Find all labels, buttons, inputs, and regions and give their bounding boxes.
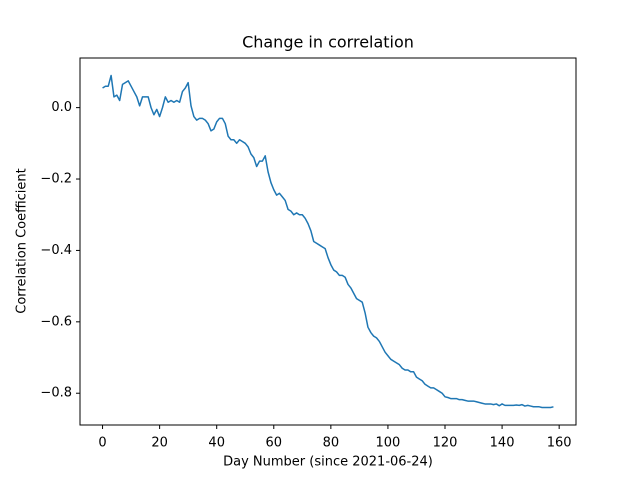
- plot-frame: [79, 57, 577, 426]
- x-tick-label: 40: [208, 436, 225, 451]
- y-axis-label: Correlation Coefficient: [15, 168, 30, 314]
- y-tick-label: −0.2: [40, 172, 72, 187]
- x-tick-label: 160: [547, 436, 572, 451]
- y-tick-label: −0.8: [40, 386, 72, 401]
- y-tick-label: −0.6: [40, 314, 72, 329]
- chart-title: Change in correlation: [242, 33, 414, 52]
- x-tick-label: 20: [151, 436, 168, 451]
- x-tick-label: 140: [490, 436, 515, 451]
- x-tick-label: 0: [98, 436, 106, 451]
- x-tick-label: 100: [376, 436, 401, 451]
- x-tick-label: 60: [266, 436, 283, 451]
- y-tick-label: −0.4: [40, 243, 72, 258]
- x-tick-label: 120: [433, 436, 458, 451]
- data-line: [102, 74, 554, 409]
- x-tick-label: 80: [323, 436, 340, 451]
- x-axis-label: Day Number (since 2021-06-24): [223, 455, 433, 470]
- y-tick-label: 0.0: [51, 100, 72, 115]
